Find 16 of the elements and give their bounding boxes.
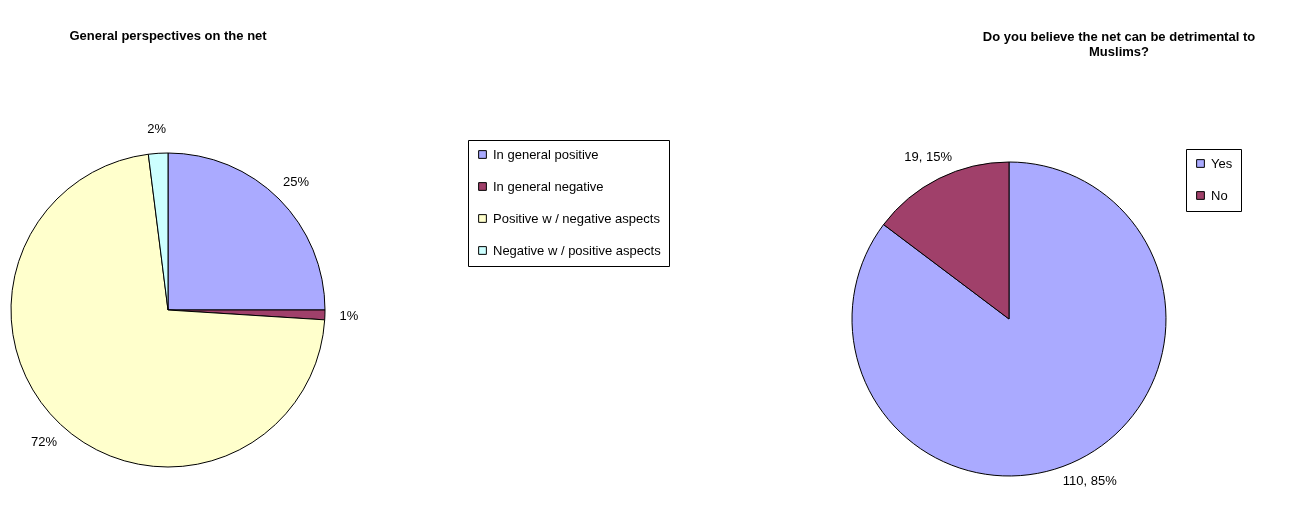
legend-label: Yes (1211, 155, 1233, 171)
legend-label: In general positive (493, 146, 599, 162)
legend-label: No (1211, 187, 1228, 203)
pie-slice (10, 153, 326, 468)
data-label: 110, 85% (1062, 472, 1118, 488)
data-label: 72% (31, 433, 58, 449)
data-label: 1% (339, 307, 359, 323)
data-label: 2% (147, 121, 167, 137)
legend-label: In general negative (493, 178, 604, 194)
legend-label: Positive w / negative aspects (493, 210, 661, 226)
data-label: 25% (282, 174, 310, 190)
data-label: 19, 15% (904, 149, 953, 165)
pie-slice (851, 161, 1167, 477)
chart-title: General perspectives on the net (69, 28, 268, 44)
legend-label: Negative w / positive aspects (493, 242, 662, 258)
chart-title: Do you believe the net can be detrimental to Muslims? (982, 28, 1256, 59)
